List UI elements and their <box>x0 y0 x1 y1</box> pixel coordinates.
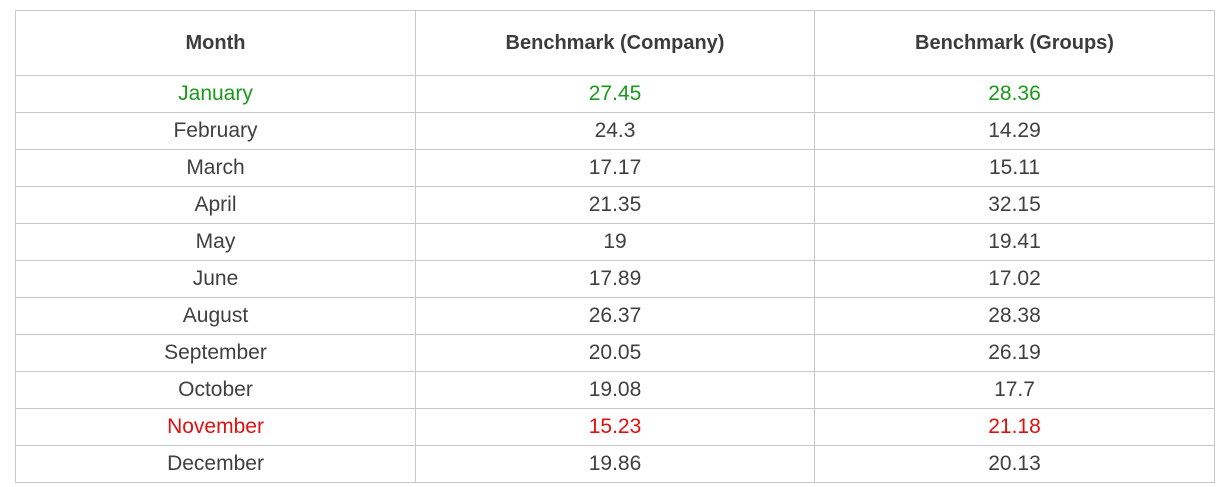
groups-benchmark-cell: 14.29 <box>814 112 1215 150</box>
company-benchmark-cell: 21.35 <box>415 186 815 224</box>
table-row: May 19 19.41 <box>15 223 1215 261</box>
groups-benchmark-cell: 15.11 <box>814 149 1215 187</box>
groups-benchmark-cell: 21.18 <box>814 408 1215 446</box>
company-benchmark-cell: 20.05 <box>415 334 815 372</box>
table-row: February 24.3 14.29 <box>15 112 1215 150</box>
month-cell: December <box>15 445 416 483</box>
company-benchmark-cell: 17.17 <box>415 149 815 187</box>
groups-benchmark-cell: 28.36 <box>814 75 1215 113</box>
company-benchmark-cell: 24.3 <box>415 112 815 150</box>
header-benchmark-groups: Benchmark (Groups) <box>814 10 1215 76</box>
table-row: September 20.05 26.19 <box>15 334 1215 372</box>
company-benchmark-cell: 27.45 <box>415 75 815 113</box>
month-cell: March <box>15 149 416 187</box>
month-cell: October <box>15 371 416 409</box>
month-cell: April <box>15 186 416 224</box>
month-cell: January <box>15 75 416 113</box>
header-benchmark-company: Benchmark (Company) <box>415 10 815 76</box>
month-cell: August <box>15 297 416 335</box>
benchmark-table: Month Benchmark (Company) Benchmark (Gro… <box>15 10 1215 483</box>
table-header-row: Month Benchmark (Company) Benchmark (Gro… <box>15 10 1215 76</box>
groups-benchmark-cell: 17.02 <box>814 260 1215 298</box>
table-row: March 17.17 15.11 <box>15 149 1215 187</box>
table-body: January 27.45 28.36 February 24.3 14.29 March 1… <box>15 75 1215 483</box>
table-row: June 17.89 17.02 <box>15 260 1215 298</box>
groups-benchmark-cell: 28.38 <box>814 297 1215 335</box>
month-cell: September <box>15 334 416 372</box>
benchmark-table-container: Month Benchmark (Company) Benchmark (Gro… <box>15 10 1215 483</box>
company-benchmark-cell: 26.37 <box>415 297 815 335</box>
company-benchmark-cell: 17.89 <box>415 260 815 298</box>
table-row: January 27.45 28.36 <box>15 75 1215 113</box>
groups-benchmark-cell: 26.19 <box>814 334 1215 372</box>
header-month: Month <box>15 10 416 76</box>
groups-benchmark-cell: 32.15 <box>814 186 1215 224</box>
month-cell: May <box>15 223 416 261</box>
table-row: August 26.37 28.38 <box>15 297 1215 335</box>
table-row: December 19.86 20.13 <box>15 445 1215 483</box>
groups-benchmark-cell: 20.13 <box>814 445 1215 483</box>
company-benchmark-cell: 19 <box>415 223 815 261</box>
company-benchmark-cell: 19.86 <box>415 445 815 483</box>
month-cell: June <box>15 260 416 298</box>
company-benchmark-cell: 15.23 <box>415 408 815 446</box>
month-cell: February <box>15 112 416 150</box>
groups-benchmark-cell: 19.41 <box>814 223 1215 261</box>
table-row: April 21.35 32.15 <box>15 186 1215 224</box>
table-row: October 19.08 17.7 <box>15 371 1215 409</box>
company-benchmark-cell: 19.08 <box>415 371 815 409</box>
table-row: November 15.23 21.18 <box>15 408 1215 446</box>
month-cell: November <box>15 408 416 446</box>
groups-benchmark-cell: 17.7 <box>814 371 1215 409</box>
